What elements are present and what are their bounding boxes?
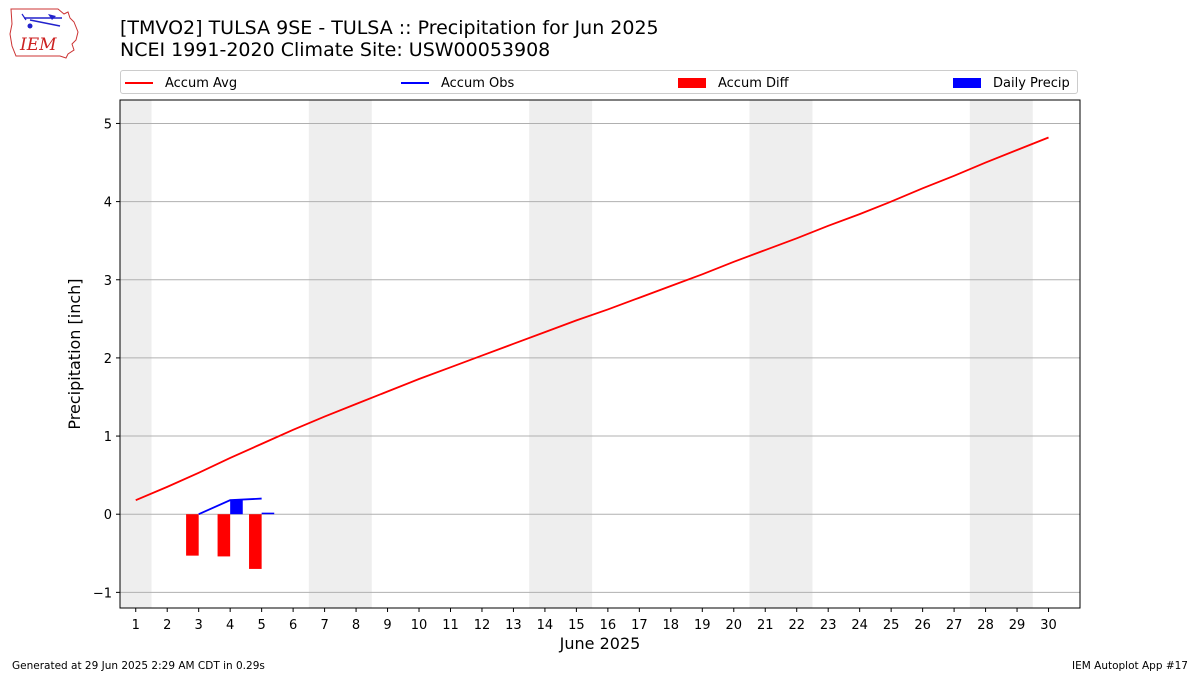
y-tick-label: 4 [104, 196, 112, 211]
x-tick-label: 6 [289, 618, 297, 633]
y-tick-label: 2 [104, 352, 112, 367]
legend-item-accum-avg: Accum Avg [125, 74, 237, 92]
x-tick-label: 1 [132, 618, 140, 633]
x-tick-label: 26 [914, 618, 931, 633]
chart-title: [TMVO2] TULSA 9SE - TULSA :: Precipitati… [120, 17, 659, 39]
legend-label: Daily Precip [993, 75, 1070, 91]
x-tick-label: 22 [788, 618, 805, 633]
y-tick-label: 5 [104, 117, 112, 132]
legend-swatch-accum-avg [125, 82, 153, 84]
x-tick-label: 10 [411, 618, 428, 633]
x-tick-label: 5 [257, 618, 265, 633]
x-tick-label: 16 [600, 618, 617, 633]
weekend-shading-1 [308, 100, 372, 608]
legend-swatch-daily-precip [953, 78, 981, 88]
x-tick-label: 21 [757, 618, 774, 633]
accum-obs-line [198, 497, 262, 516]
x-tick-label: 15 [568, 618, 585, 633]
accum-diff-bar-3 [249, 514, 262, 569]
iem-logo: IEM [9, 8, 79, 59]
x-tick-label: 25 [883, 618, 900, 633]
legend-label: Accum Diff [718, 75, 789, 91]
weekend-shading-3 [749, 100, 813, 608]
logo-text: IEM [19, 35, 57, 55]
legend-swatch-accum-diff [678, 78, 706, 88]
y-axis-label: Precipitation [inch] [65, 278, 84, 429]
legend-label: Accum Obs [441, 75, 515, 91]
accum-diff-bar-1 [186, 514, 199, 556]
y-tick-label: 0 [104, 508, 112, 523]
x-tick-label: 29 [1009, 618, 1026, 633]
x-tick-label: 4 [226, 618, 234, 633]
legend: Accum Avg Accum Obs Accum Diff Daily Pre… [120, 70, 1078, 94]
app-note: IEM Autoplot App #17 [1072, 660, 1188, 672]
legend-item-accum-diff: Accum Diff [678, 74, 789, 92]
legend-swatch-accum-obs [401, 82, 429, 84]
x-tick-label: 30 [1040, 618, 1057, 633]
legend-item-accum-obs: Accum Obs [401, 74, 514, 92]
x-tick-label: 11 [442, 618, 459, 633]
accum-diff-bar-2 [217, 514, 231, 557]
y-tick-label: 3 [104, 274, 112, 289]
weekend-shading-4 [969, 100, 1033, 608]
x-tick-label: 14 [537, 618, 554, 633]
legend-label: Accum Avg [165, 75, 238, 91]
x-tick-label: 23 [820, 618, 837, 633]
generated-note: Generated at 29 Jun 2025 2:29 AM CDT in … [12, 660, 265, 672]
x-tick-label: 9 [383, 618, 391, 633]
y-tick-label: 1 [104, 430, 112, 445]
y-tick-label: −1 [93, 586, 112, 601]
legend-item-daily-precip: Daily Precip [953, 74, 1070, 92]
plot-frame [119, 99, 1081, 609]
x-tick-label: 7 [320, 618, 328, 633]
weekend-shading-0 [120, 100, 152, 608]
x-axis-label: June 2025 [559, 634, 641, 653]
weekend-shading-2 [529, 100, 593, 608]
x-tick-label: 27 [946, 618, 963, 633]
daily-precip-bar-1 [230, 500, 243, 515]
x-tick-label: 3 [195, 618, 203, 633]
x-tick-label: 13 [505, 618, 522, 633]
x-tick-label: 17 [631, 618, 648, 633]
chart-subtitle: NCEI 1991-2020 Climate Site: USW00053908 [120, 39, 551, 61]
x-tick-label: 18 [663, 618, 680, 633]
x-tick-label: 8 [352, 618, 360, 633]
x-tick-label: 28 [977, 618, 994, 633]
x-tick-label: 12 [474, 618, 491, 633]
daily-precip-bar-2 [261, 512, 275, 515]
x-tick-label: 2 [163, 618, 171, 633]
accum-avg-line [135, 136, 1049, 501]
x-tick-label: 24 [851, 618, 868, 633]
x-tick-label: 20 [725, 618, 742, 633]
x-tick-label: 19 [694, 618, 711, 633]
